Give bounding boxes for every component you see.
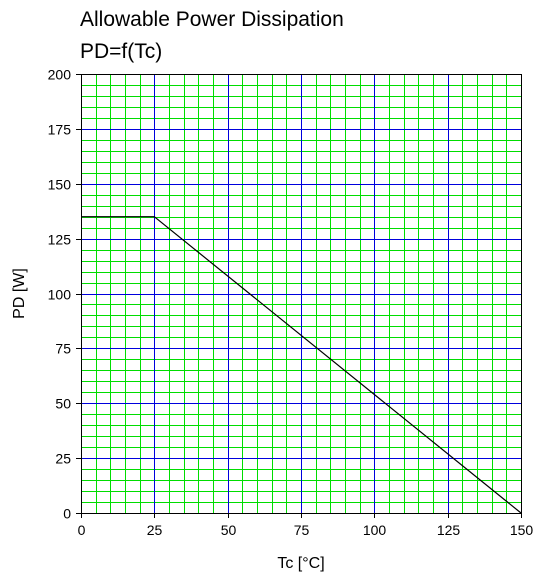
y-tick-label: 150 [48,177,72,193]
x-axis-label: Tc [°C] [277,555,324,572]
x-tick-label: 150 [510,522,534,538]
grid [81,74,522,514]
ticks: 0 25 50 75 100 125 150 0 25 50 75 100 125 150 175 200 [48,67,534,539]
y-tick-label: 125 [48,232,72,248]
chart-title: Allowable Power Dissipation [80,8,344,31]
x-tick-label: 125 [437,522,461,538]
y-tick-label: 175 [48,122,72,138]
y-axis-label: PD [W] [11,268,28,319]
y-tick-label: 75 [55,341,71,357]
x-tick-label: 100 [363,522,387,538]
y-tick-label: 50 [55,396,71,412]
y-tick-label: 200 [48,67,72,83]
chart-subtitle: PD=f(Tc) [80,40,163,63]
y-tick-label: 0 [63,506,71,522]
series-lines [81,216,522,514]
x-tick-label: 0 [78,522,86,538]
y-tick-label: 25 [55,451,71,467]
x-tick-label: 75 [294,522,310,538]
series-line [81,216,522,514]
x-tick-label: 50 [221,522,237,538]
x-tick-label: 25 [147,522,163,538]
y-tick-label: 100 [48,287,72,303]
